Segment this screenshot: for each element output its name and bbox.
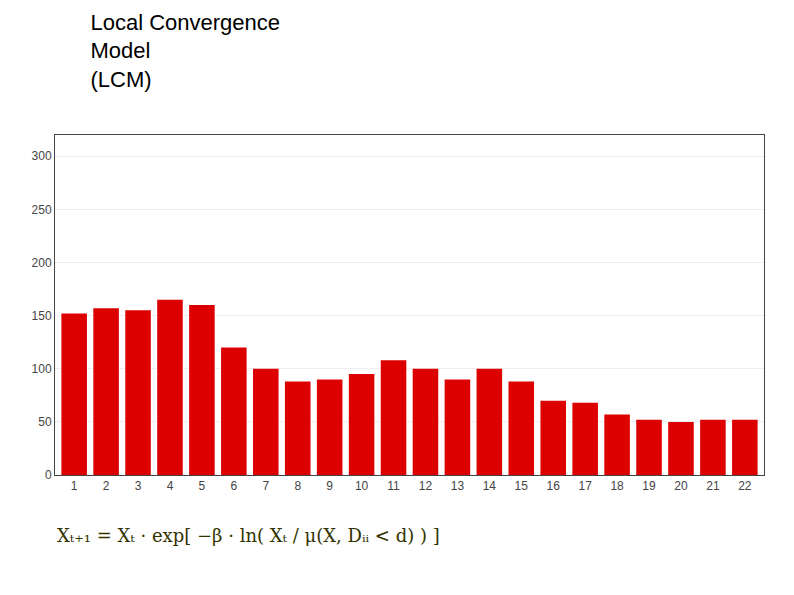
svg-text:3: 3 <box>135 479 142 493</box>
svg-text:50: 50 <box>38 415 52 429</box>
svg-text:5: 5 <box>199 479 206 493</box>
svg-text:18: 18 <box>610 479 624 493</box>
svg-text:200: 200 <box>32 256 52 270</box>
svg-text:10: 10 <box>355 479 369 493</box>
svg-text:17: 17 <box>578 479 592 493</box>
svg-text:11: 11 <box>387 479 400 493</box>
svg-text:150: 150 <box>32 309 52 323</box>
svg-text:15: 15 <box>515 479 529 493</box>
svg-text:2: 2 <box>103 479 110 493</box>
svg-text:Xₜ₊₁ = Xₜ · exp[ −β · ln( Xₜ /: Xₜ₊₁ = Xₜ · exp[ −β · ln( Xₜ / μ(X, Dᵢᵢ … <box>57 525 440 546</box>
svg-text:8: 8 <box>294 479 301 493</box>
svg-text:0: 0 <box>45 468 52 482</box>
svg-text:16: 16 <box>547 479 561 493</box>
svg-text:21: 21 <box>706 479 720 493</box>
svg-text:12: 12 <box>419 479 433 493</box>
svg-text:20: 20 <box>674 479 688 493</box>
svg-text:6: 6 <box>231 479 238 493</box>
svg-text:300: 300 <box>32 149 52 163</box>
svg-text:9: 9 <box>326 479 333 493</box>
svg-text:100: 100 <box>32 362 52 376</box>
svg-text:1: 1 <box>71 479 78 493</box>
svg-text:7: 7 <box>262 479 269 493</box>
svg-text:4: 4 <box>167 479 174 493</box>
svg-text:Local ConvergenceModel(LCM): Local ConvergenceModel(LCM) <box>90 10 280 92</box>
svg-text:19: 19 <box>642 479 656 493</box>
svg-text:13: 13 <box>451 479 465 493</box>
svg-text:14: 14 <box>483 479 497 493</box>
svg-text:250: 250 <box>32 203 52 217</box>
svg-text:22: 22 <box>738 479 752 493</box>
